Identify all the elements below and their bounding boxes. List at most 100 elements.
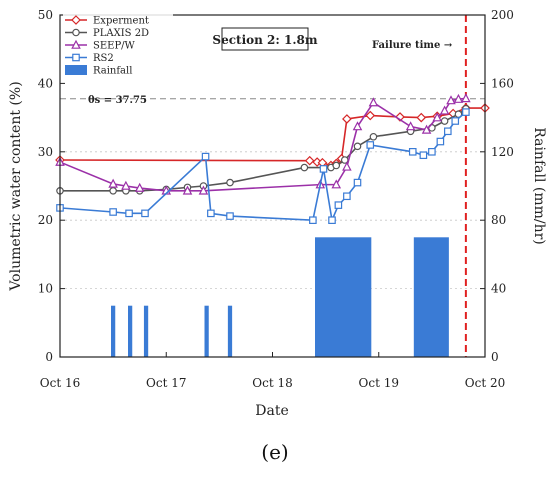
data-point [108,178,118,188]
data-point [109,186,117,195]
series-1 [56,104,470,195]
legend-swatch [65,65,87,75]
y-right-tick-label: 0 [491,350,499,364]
legend-entry: Rainfall [65,65,132,77]
legend-label: PLAXIS 2D [93,28,149,39]
x-tick-label: Oct 19 [359,376,399,390]
x-tick-label: Oct 18 [252,376,292,390]
y-right-tick-label: 120 [491,145,514,159]
data-point [440,117,449,125]
y-tick-label: 40 [38,76,53,90]
series-line [59,97,466,192]
rainfall-bar [413,237,449,357]
data-point [353,178,362,187]
data-point [342,114,352,124]
rainfall-bar [128,305,133,357]
data-point [421,124,432,134]
rainfall-bar [204,305,209,357]
y-tick-label: 30 [38,145,53,159]
series-layer [55,93,490,225]
data-point [304,155,315,166]
data-point [462,108,470,116]
data-point [226,178,234,187]
data-point [71,39,81,49]
data-point [182,185,193,195]
legend-label: Experment [93,16,149,27]
section-label-box: Section 2: 1.8m [212,27,318,51]
data-point [461,93,471,103]
y-tick-label: 50 [38,8,53,22]
data-point [408,148,417,156]
data-point [428,148,436,156]
data-point [446,95,456,105]
data-point [432,112,442,122]
data-point [419,151,428,160]
data-point [331,179,342,189]
data-point [365,110,376,121]
series-3 [56,108,470,225]
data-point [226,212,234,220]
y-right-axis-title: Rainfall (mm/hr) [531,127,547,245]
series-line [59,111,467,224]
reference-lines [60,15,485,357]
reference-line-label: θs = 37.75 [88,95,147,106]
rainfall-bar [111,305,116,357]
legend-entry: RS2 [65,53,114,64]
legend-label: RS2 [93,53,114,64]
legend-label: Rainfall [93,66,132,77]
rainfall-bars [111,237,449,357]
y-right-tick-label: 200 [491,8,514,22]
grid-layer [60,151,485,290]
data-point [72,53,80,62]
data-point [451,117,460,125]
legend-entry: Experment [65,15,149,27]
data-point [368,97,379,107]
data-point [109,208,117,216]
data-point [405,121,416,131]
data-point [141,209,149,218]
data-point [369,132,378,141]
data-point [342,161,352,171]
data-point [207,209,215,218]
data-point [125,209,133,218]
data-point [134,182,145,192]
y-right-tick-label: 40 [491,282,506,296]
rainfall-bar [315,237,372,357]
x-axis-title: Date [255,403,288,419]
data-point [319,165,328,173]
data-point [332,161,341,170]
data-point [309,216,317,225]
x-tick-label: Oct 20 [465,376,505,390]
data-point [352,121,363,131]
y-tick-label: 20 [38,213,53,227]
y-right-tick-label: 80 [491,213,506,227]
data-point [71,15,81,25]
failure-time-label: Failure time → [372,40,453,51]
data-point [353,142,362,151]
series-0 [55,103,490,171]
data-point [436,137,445,146]
series-2 [55,93,471,195]
legend-label: SEEP/W [93,41,136,52]
data-point [121,180,131,190]
legend-entry: SEEP/W [65,39,136,52]
figure-caption: (e) [261,440,289,464]
data-point [439,105,450,115]
y-axis-title: Volumetric water content (%) [8,81,24,291]
data-point [334,201,343,209]
data-point [201,152,210,161]
data-point [416,112,427,123]
data-point [343,192,351,201]
rainfall-bar [227,305,233,357]
data-point [328,216,336,225]
y-tick-label: 0 [45,350,53,364]
data-point [366,141,375,149]
data-point [300,163,309,172]
legend-entry: PLAXIS 2D [65,28,149,39]
data-point [453,93,464,103]
section-label: Section 2: 1.8m [212,33,317,47]
y-right-tick-label: 160 [491,76,514,90]
rainfall-bar [143,305,149,357]
